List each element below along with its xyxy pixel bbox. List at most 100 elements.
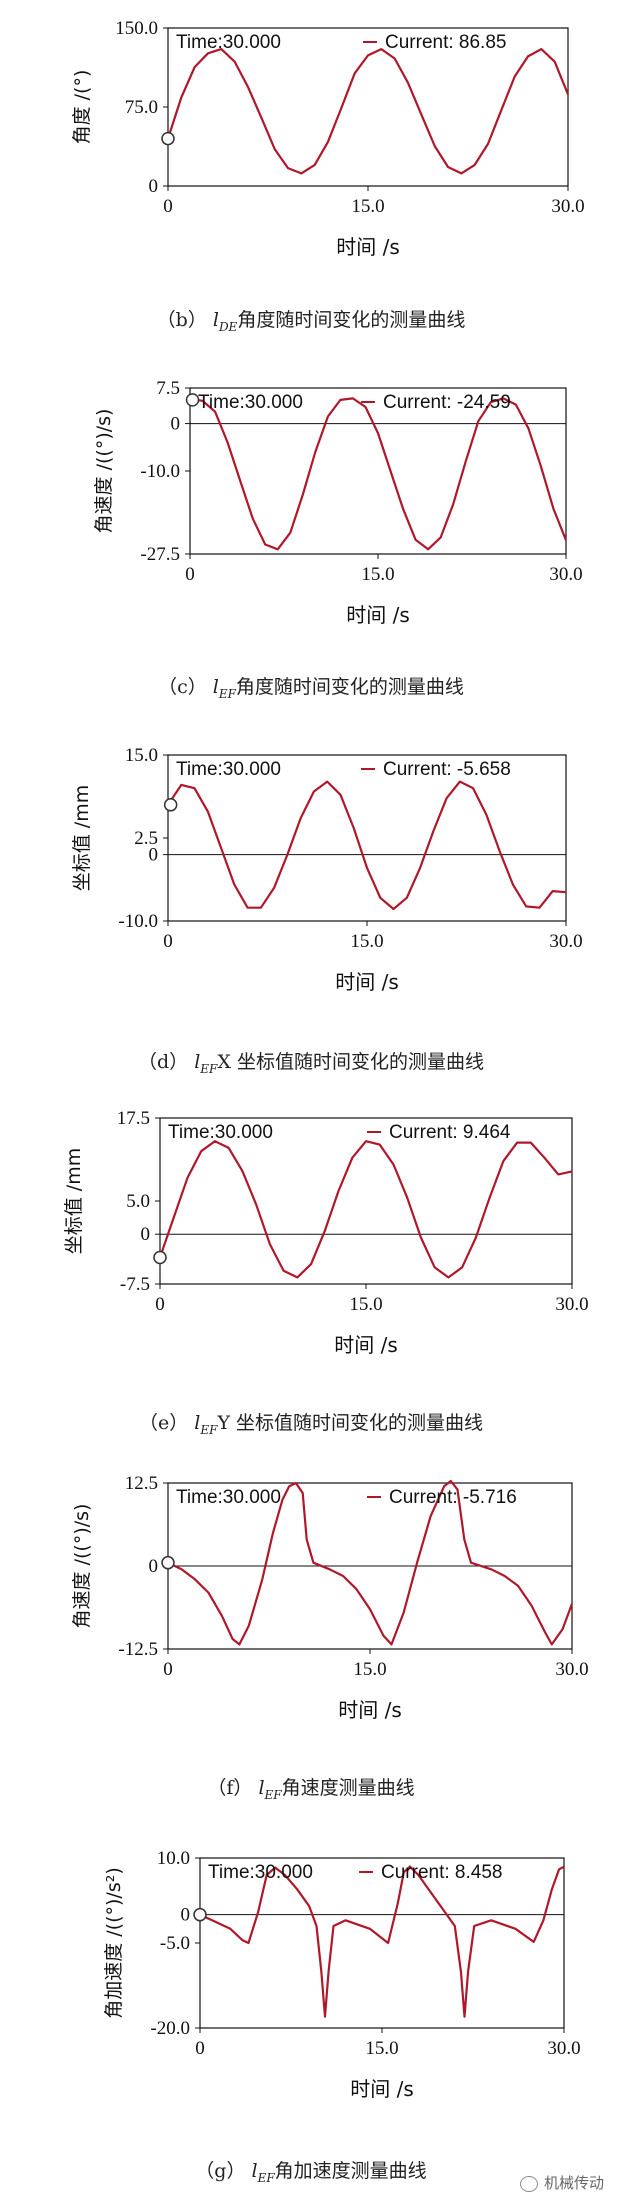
- x-axis-label: 时间 /s: [338, 1698, 402, 1722]
- x-tick-label: 15.0: [361, 564, 394, 585]
- wechat-icon: [519, 2175, 538, 2192]
- time-label: Time:30.000: [168, 1122, 273, 1143]
- y-tick-label: -10.0: [118, 911, 158, 932]
- x-tick-label: 0: [155, 1294, 165, 1315]
- caption-subscript: EF: [218, 687, 236, 701]
- y-tick-label: 7.5: [156, 378, 180, 399]
- x-tick-label: 30.0: [547, 2038, 580, 2059]
- x-tick-label: 0: [163, 1659, 173, 1680]
- caption-c: （c） lEF角度随时间变化的测量曲线: [0, 672, 622, 701]
- series-line: [166, 47, 570, 175]
- y-axis-label: 角度 /(°): [71, 70, 93, 145]
- caption-text: 角加速度测量曲线: [274, 2160, 427, 2182]
- y-tick-label: 10.0: [157, 1848, 190, 1869]
- series-line: [199, 1865, 565, 2018]
- caption-text: 角速度测量曲线: [281, 1777, 415, 1799]
- caption-variable: lEF: [251, 2160, 275, 2185]
- x-tick-label: 15.0: [350, 931, 383, 952]
- caption-subscript: EF: [257, 2171, 275, 2185]
- chart-panel-d: 15.0 2.5 0 -10.0 0 15.0 30.0 时间 /s 坐标值 /mm Time:3…: [0, 727, 622, 1076]
- x-tick-label: 30.0: [549, 564, 582, 585]
- y-tick-label: 0: [149, 1556, 159, 1577]
- x-tick-label: 30.0: [549, 931, 582, 952]
- y-tick-label: 17.5: [117, 1108, 150, 1129]
- chart-panel-g: 10.0 0 -5.0 -20.0 0 15.0 30.0 时间 /s 角加速度 /((°)/s…: [0, 1830, 622, 2185]
- plot-frame: [199, 1857, 565, 2029]
- series-line: [158, 1140, 573, 1279]
- y-tick-label: 15.0: [125, 745, 158, 766]
- y-tick-label: -27.5: [140, 544, 180, 565]
- y-axis-label: 坐标值 /mm: [63, 1148, 85, 1254]
- series-line: [189, 397, 568, 551]
- y-tick-label: -10.0: [140, 461, 180, 482]
- caption-prefix: （d）: [138, 1051, 195, 1073]
- current-label: Current: 8.458: [381, 1862, 502, 1883]
- caption-text: X 坐标值随时间变化的测量曲线: [217, 1051, 484, 1073]
- x-tick-label: 0: [163, 931, 173, 952]
- y-tick-label: 0: [171, 414, 181, 435]
- x-tick-label: 15.0: [365, 2038, 398, 2059]
- caption-text: Y 坐标值随时间变化的测量曲线: [217, 1412, 484, 1434]
- y-tick-label: 150.0: [115, 18, 158, 39]
- chart-panel-c: 7.5 0 -10.0 -27.5 0 15.0 30.0 时间 /s 角速度 /((°)/s)…: [0, 360, 622, 701]
- caption-e: （e） lEFY 坐标值随时间变化的测量曲线: [0, 1408, 622, 1437]
- time-label: Time:30.000: [176, 759, 281, 780]
- x-tick-label: 0: [185, 564, 195, 585]
- caption-subscript: EF: [200, 1062, 218, 1076]
- caption-subscript: EF: [200, 1423, 218, 1437]
- time-label: Time:30.000: [176, 1487, 281, 1508]
- start-marker: [161, 1555, 175, 1570]
- chart-panel-f: 12.5 0 -12.5 0 15.0 30.0 时间 /s 角速度 /((°)/s) Time…: [0, 1455, 622, 1802]
- current-label: Current: -24.59: [383, 392, 511, 413]
- chart-panel-e: 17.5 5.0 0 -7.5 0 15.0 30.0 时间 /s 坐标值 /mm Time:30…: [0, 1090, 622, 1437]
- x-tick-label: 15.0: [349, 1294, 382, 1315]
- y-tick-label: 0: [181, 1905, 191, 1926]
- y-tick-label: 2.5: [134, 828, 158, 849]
- y-tick-label: -20.0: [150, 2018, 190, 2039]
- chart-b: 0 75.0 150.0 0 15.0 30.0 时间 /s 角度 /(°) Time:30.0…: [71, 18, 585, 259]
- caption-g: （g） lEF角加速度测量曲线: [0, 2156, 622, 2185]
- x-tick-label: 0: [163, 196, 173, 217]
- caption-text: 角度随时间变化的测量曲线: [235, 676, 464, 698]
- current-label: Current: -5.716: [389, 1487, 517, 1508]
- x-tick-label: 15.0: [353, 1659, 386, 1680]
- caption-prefix: （c）: [158, 676, 213, 698]
- caption-prefix: （f）: [207, 1777, 259, 1799]
- caption-f: （f） lEF角速度测量曲线: [0, 1773, 622, 1802]
- x-axis-label: 时间 /s: [334, 1333, 398, 1357]
- y-tick-label: 0: [141, 1224, 151, 1245]
- time-label: Time:30.000: [198, 392, 303, 413]
- y-tick-label: 12.5: [125, 1473, 158, 1494]
- current-label: Current: 86.85: [385, 32, 506, 53]
- x-axis-label: 时间 /s: [335, 970, 399, 994]
- y-axis-label: 坐标值 /mm: [71, 785, 93, 891]
- y-tick-label: 0: [149, 845, 159, 866]
- x-axis-label: 时间 /s: [336, 235, 400, 259]
- x-tick-label: 30.0: [555, 1294, 588, 1315]
- y-axis-label: 角速度 /((°)/s): [93, 409, 115, 534]
- caption-variable: lDE: [212, 309, 238, 334]
- x-axis-label: 时间 /s: [350, 2077, 414, 2101]
- x-tick-label: 30.0: [555, 1659, 588, 1680]
- current-label: Current: -5.658: [383, 759, 511, 780]
- y-axis-label: 角加速度 /((°)/s²): [103, 1867, 125, 2019]
- caption-prefix: （g）: [195, 2160, 252, 2182]
- caption-subscript: DE: [218, 320, 238, 334]
- watermark: 机械传动: [519, 2172, 604, 2193]
- start-marker: [193, 1907, 207, 1922]
- current-label: Current: 9.464: [389, 1122, 511, 1143]
- caption-variable: lEF: [194, 1051, 218, 1076]
- x-tick-label: 15.0: [351, 196, 384, 217]
- y-tick-label: -7.5: [120, 1274, 150, 1295]
- time-label: Time:30.000: [208, 1862, 313, 1883]
- watermark-text: 机械传动: [543, 2174, 604, 2192]
- x-tick-label: 0: [195, 2038, 205, 2059]
- x-tick-label: 30.0: [551, 196, 584, 217]
- caption-variable: lEF: [212, 676, 236, 701]
- start-marker: [185, 393, 200, 407]
- y-tick-label: -12.5: [118, 1639, 158, 1660]
- x-axis-label: 时间 /s: [346, 603, 410, 627]
